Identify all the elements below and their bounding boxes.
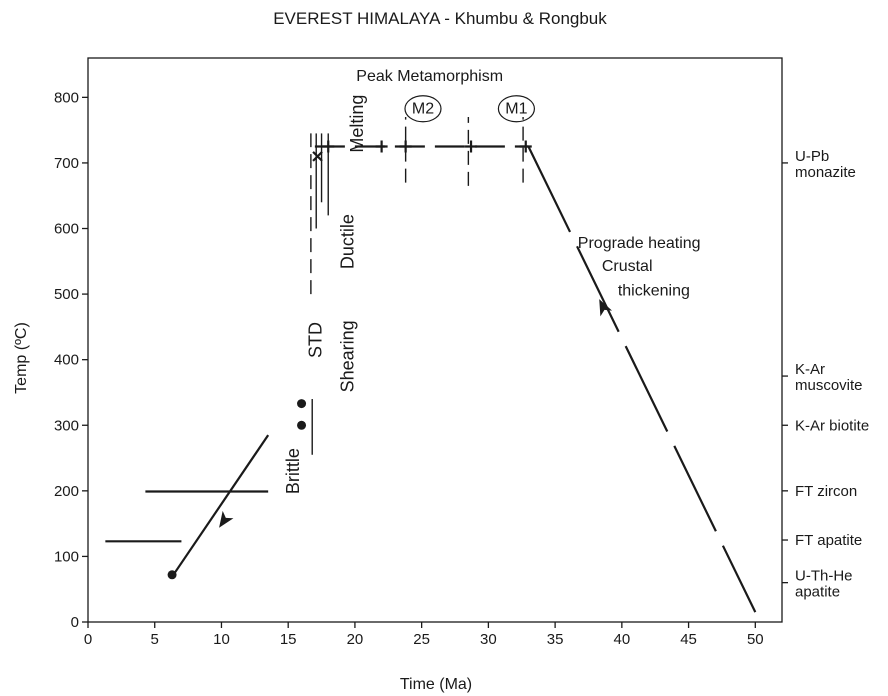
dot-marker <box>297 399 307 409</box>
y-tick-label: 300 <box>54 417 79 434</box>
y-tick-label: 200 <box>54 483 79 500</box>
cross-marker <box>322 140 335 153</box>
chart-title: EVEREST HIMALAYA - Khumbu & Rongbuk <box>273 9 607 28</box>
annotation-ductile: Ductile <box>338 214 358 269</box>
x-marker <box>312 151 323 162</box>
right-axis-label: U-Pb <box>795 148 829 165</box>
x-tick-label: 35 <box>547 631 564 648</box>
x-tick-label: 40 <box>614 631 631 648</box>
plot-border <box>87 57 783 623</box>
right-axis-label: muscovite <box>795 377 863 394</box>
annotation-circle <box>404 95 442 123</box>
y-tick-label: 500 <box>54 286 79 303</box>
annotation-m2: M2 <box>412 101 434 118</box>
y-tick-label: 700 <box>54 155 79 172</box>
cross-marker <box>375 140 388 153</box>
x-tick-label: 30 <box>480 631 497 648</box>
arrow-head <box>219 510 234 528</box>
annotation-circle <box>497 95 536 123</box>
annotation-m1: M1 <box>505 101 527 118</box>
dot-marker <box>167 570 177 580</box>
right-axis-label: FT zircon <box>795 483 857 500</box>
annotation-brittle: Brittle <box>283 448 303 494</box>
y-tick-label: 100 <box>54 548 79 565</box>
right-axis-label: FT apatite <box>795 532 862 549</box>
x-tick-label: 20 <box>347 631 364 648</box>
annotation-peak: Peak Metamorphism <box>356 68 503 85</box>
arrow-head <box>599 299 613 317</box>
right-axis-label: apatite <box>795 584 840 601</box>
y-tick-label: 800 <box>54 89 79 106</box>
annotation-std: STD <box>306 322 326 358</box>
annotations: Peak Metamorphism M2 M1 Melting Ductile Shear… <box>283 68 701 494</box>
x-tick-label: 15 <box>280 631 297 648</box>
x-tick-label: 5 <box>151 631 159 648</box>
right-axis-label: U-Th-He <box>795 568 853 585</box>
right-axis-label: monazite <box>795 164 856 181</box>
y-axis-title: Temp (ºC) <box>13 322 30 394</box>
series-line <box>527 146 757 613</box>
annotation-crustal: Crustal <box>602 258 653 275</box>
y-tick-label: 400 <box>54 352 79 369</box>
right-axis-label: K-Ar <box>795 361 825 378</box>
x-tick-label: 0 <box>84 631 92 648</box>
cross-marker <box>399 140 412 153</box>
annotation-prograde: Prograde heating <box>578 235 701 252</box>
x-tick-label: 50 <box>747 631 764 648</box>
dot-marker <box>297 420 307 430</box>
arrow-head-shape <box>599 299 613 317</box>
chart-marks <box>105 117 757 613</box>
annotation-shearing: Shearing <box>338 320 358 392</box>
annotation-thickening: thickening <box>618 282 690 299</box>
x-tick-label: 25 <box>413 631 430 648</box>
cross-marker <box>465 140 478 153</box>
axis-ticks: 0 5 10 15 20 25 30 35 40 45 5001002003004005006007… <box>54 89 788 648</box>
plot-frame <box>87 57 783 623</box>
series-line <box>173 434 270 574</box>
cross-marker <box>519 140 532 153</box>
x-tick-label: 45 <box>680 631 697 648</box>
y-tick-label: 600 <box>54 221 79 238</box>
annotation-melting: Melting <box>347 95 367 153</box>
arrow-head-shape <box>219 510 234 528</box>
x-axis-title: Time (Ma) <box>400 676 472 693</box>
x-tick-label: 10 <box>213 631 230 648</box>
right-axis-label: K-Ar biotite <box>795 417 869 434</box>
y-tick-label: 0 <box>71 614 79 631</box>
